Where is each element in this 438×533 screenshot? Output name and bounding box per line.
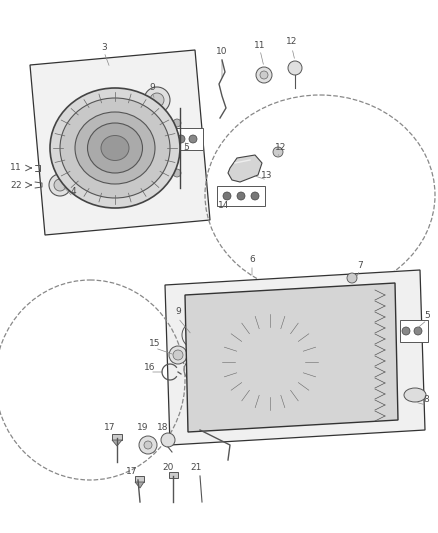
Circle shape xyxy=(139,436,157,454)
Text: 6: 6 xyxy=(249,255,255,264)
Circle shape xyxy=(345,293,355,303)
Text: 5: 5 xyxy=(183,143,189,152)
Ellipse shape xyxy=(404,388,426,402)
Circle shape xyxy=(161,433,175,447)
Circle shape xyxy=(173,119,181,127)
Bar xyxy=(135,476,144,482)
Circle shape xyxy=(173,350,183,360)
Circle shape xyxy=(144,87,170,113)
Circle shape xyxy=(189,135,197,143)
Text: 1: 1 xyxy=(10,164,16,173)
Bar xyxy=(400,320,428,342)
Text: 1: 1 xyxy=(15,164,21,173)
Polygon shape xyxy=(185,283,398,432)
Ellipse shape xyxy=(60,98,170,198)
Text: 14: 14 xyxy=(218,201,230,211)
Ellipse shape xyxy=(88,123,142,173)
Circle shape xyxy=(237,192,245,200)
Circle shape xyxy=(54,179,66,191)
Circle shape xyxy=(49,174,71,196)
Circle shape xyxy=(360,293,370,303)
Ellipse shape xyxy=(75,112,155,184)
Circle shape xyxy=(248,340,292,384)
Circle shape xyxy=(260,352,280,372)
Text: 3: 3 xyxy=(101,43,107,52)
Text: 10: 10 xyxy=(216,47,228,56)
Circle shape xyxy=(173,144,181,152)
Text: 21: 21 xyxy=(191,464,201,472)
Circle shape xyxy=(169,346,187,364)
Text: 2: 2 xyxy=(10,181,16,190)
Bar xyxy=(217,186,265,206)
Text: 13: 13 xyxy=(261,171,273,180)
Circle shape xyxy=(260,71,268,79)
Text: 5: 5 xyxy=(424,311,430,319)
Bar xyxy=(169,472,178,478)
Text: 4: 4 xyxy=(70,188,76,197)
Circle shape xyxy=(288,61,302,75)
Circle shape xyxy=(222,314,318,410)
Text: 9: 9 xyxy=(149,83,155,92)
Ellipse shape xyxy=(50,88,180,208)
Text: 9: 9 xyxy=(175,308,181,317)
Circle shape xyxy=(223,192,231,200)
Circle shape xyxy=(177,135,185,143)
Circle shape xyxy=(273,147,283,157)
Polygon shape xyxy=(30,50,210,235)
Circle shape xyxy=(256,67,272,83)
Circle shape xyxy=(347,273,357,283)
Circle shape xyxy=(402,327,410,335)
Polygon shape xyxy=(112,440,122,446)
Ellipse shape xyxy=(101,135,129,160)
Polygon shape xyxy=(135,482,144,488)
Bar xyxy=(112,434,122,440)
Text: 19: 19 xyxy=(137,424,149,432)
Text: 12: 12 xyxy=(276,143,287,152)
Circle shape xyxy=(150,93,164,107)
Polygon shape xyxy=(165,270,425,445)
Text: 18: 18 xyxy=(157,424,169,432)
Circle shape xyxy=(235,327,305,397)
Text: 16: 16 xyxy=(144,362,156,372)
Circle shape xyxy=(345,300,365,320)
Text: 11: 11 xyxy=(254,41,266,50)
Circle shape xyxy=(414,327,422,335)
Text: 12: 12 xyxy=(286,37,298,46)
Circle shape xyxy=(173,169,181,177)
Circle shape xyxy=(144,441,152,449)
Text: 7: 7 xyxy=(357,261,363,270)
Circle shape xyxy=(251,192,259,200)
Circle shape xyxy=(330,293,340,303)
Circle shape xyxy=(315,293,325,303)
Text: 17: 17 xyxy=(126,467,138,477)
Text: 17: 17 xyxy=(104,424,116,432)
Polygon shape xyxy=(228,155,262,182)
Bar xyxy=(175,128,203,150)
Circle shape xyxy=(337,292,373,328)
Text: 20: 20 xyxy=(162,464,174,472)
Text: 2: 2 xyxy=(15,181,21,190)
Text: 8: 8 xyxy=(423,395,429,405)
Text: 15: 15 xyxy=(149,338,161,348)
